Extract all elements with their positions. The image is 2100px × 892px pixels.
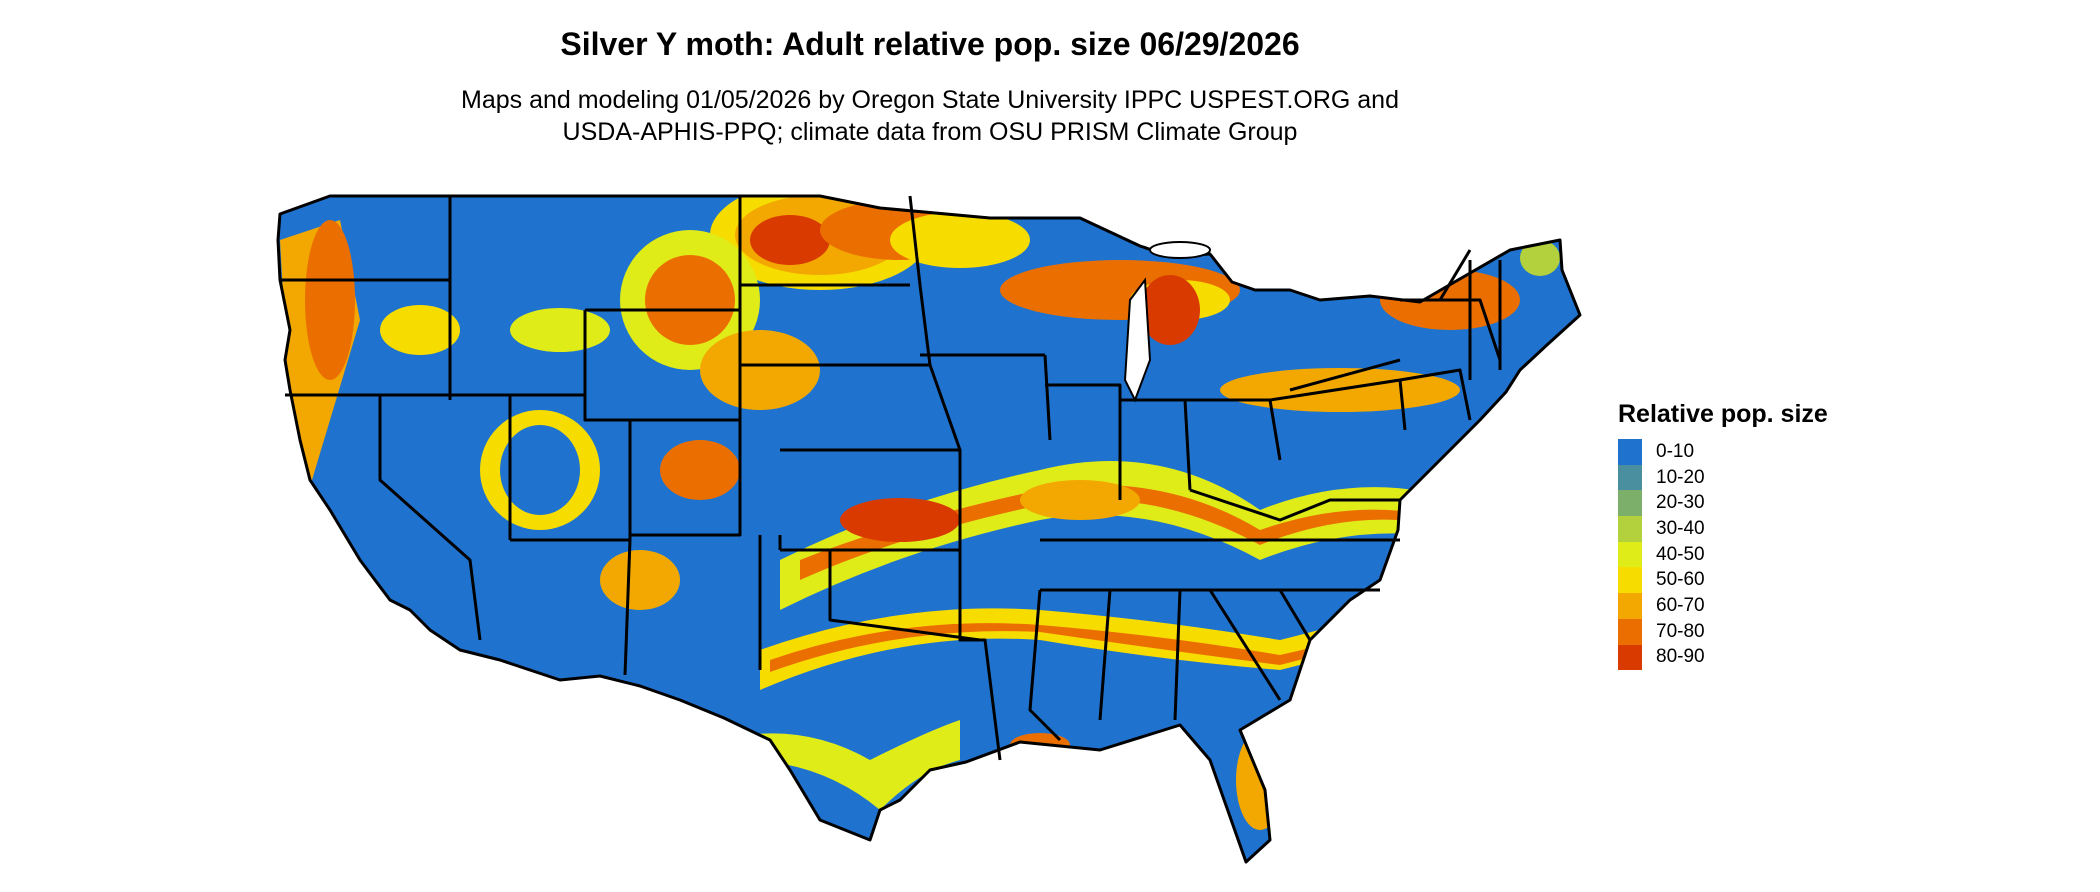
legend-swatch (1618, 567, 1642, 594)
legend-swatch (1618, 618, 1642, 645)
legend-swatch (1618, 464, 1642, 491)
legend-item-70-80: 70-80 (1618, 618, 1828, 645)
legend-label: 30-40 (1656, 517, 1705, 539)
legend-label: 20-30 (1656, 492, 1705, 514)
legend-item-50-60: 50-60 (1618, 567, 1828, 594)
legend-swatch (1618, 439, 1642, 465)
legend-item-20-30: 20-30 (1618, 490, 1828, 517)
legend-title: Relative pop. size (1618, 400, 1828, 428)
legend-swatch (1618, 644, 1642, 671)
legend-item-80-90: 80-90 (1618, 644, 1828, 671)
legend-label: 10-20 (1656, 466, 1705, 488)
legend: Relative pop. size 0-10 10-20 20-30 30-4… (1618, 400, 1828, 671)
us-outline (276, 194, 1582, 864)
legend-item-0-10: 0-10 (1618, 439, 1828, 465)
map-subtitle-line-2: USDA-APHIS-PPQ; climate data from OSU PR… (562, 118, 1298, 146)
legend-label: 70-80 (1656, 620, 1705, 642)
legend-swatch (1618, 541, 1642, 568)
legend-label: 80-90 (1656, 646, 1705, 668)
legend-items: 0-10 10-20 20-30 30-40 40-50 50-60 60-70… (1618, 439, 1828, 671)
legend-item-30-40: 30-40 (1618, 516, 1828, 542)
legend-item-60-70: 60-70 (1618, 593, 1828, 619)
legend-label: 50-60 (1656, 569, 1705, 591)
legend-swatch (1618, 593, 1642, 619)
map-title: Silver Y moth: Adult relative pop. size … (560, 26, 1300, 62)
great-lakes (1123, 241, 1211, 403)
legend-label: 60-70 (1656, 594, 1705, 616)
band-central (780, 461, 1460, 610)
legend-item-40-50: 40-50 (1618, 541, 1828, 568)
band-south (720, 600, 1420, 830)
map-subtitle-line-1: Maps and modeling 01/05/2026 by Oregon S… (461, 86, 1399, 114)
legend-swatch (1618, 516, 1642, 542)
legend-item-10-20: 10-20 (1618, 464, 1828, 491)
legend-label: 40-50 (1656, 543, 1705, 565)
legend-swatch (1618, 490, 1642, 517)
legend-label: 0-10 (1656, 440, 1695, 462)
state-boundaries (276, 194, 1582, 864)
